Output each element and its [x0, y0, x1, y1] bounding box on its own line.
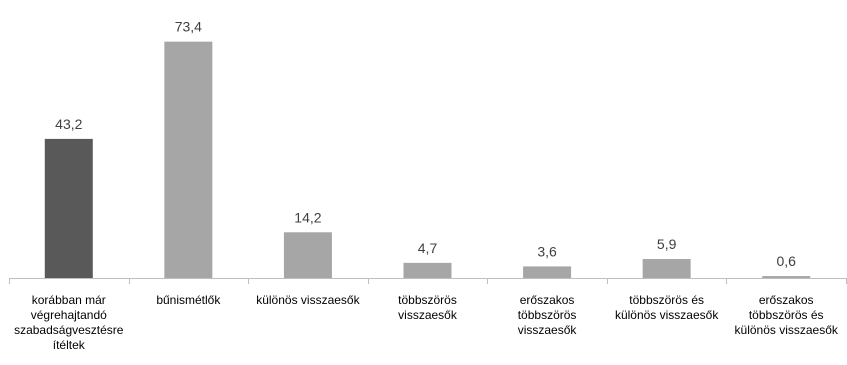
category-label-line: különös visszaesők	[735, 323, 839, 337]
category-label-line: különös visszaesők	[256, 293, 360, 307]
bar-2	[164, 41, 213, 278]
category-label-line: végrehajtandó	[31, 308, 107, 322]
category-label-line: többszörös és	[629, 293, 704, 307]
category-label-line: ítéltek	[53, 338, 86, 352]
bar-5	[523, 266, 572, 278]
category-label-2: bűnismétlők	[156, 293, 221, 307]
category-label-7: erőszakos többszörös és különös visszaesők	[735, 293, 839, 337]
category-label-line: többszörös	[398, 293, 457, 307]
data-label-2: 73,4	[175, 19, 202, 35]
category-label-line: többszörös és	[749, 308, 824, 322]
category-label-1: korábban már végrehajtandó szabadságveszté…	[14, 293, 124, 352]
bar-4	[403, 262, 452, 278]
data-label-3: 14,2	[294, 209, 321, 225]
data-label-7: 0,6	[776, 253, 796, 269]
category-label-5: erőszakos többszörös visszaesők	[518, 293, 578, 337]
category-label-line: különös visszaesők	[615, 308, 719, 322]
data-label-1: 43,2	[55, 116, 82, 132]
category-label-line: bűnismétlők	[156, 293, 221, 307]
bar-7	[762, 276, 811, 278]
category-label-line: erőszakos	[520, 293, 575, 307]
category-label-4: többszörös visszaesők	[398, 293, 458, 322]
data-label-4: 4,7	[418, 240, 438, 256]
category-label-line: korábban már	[32, 293, 106, 307]
data-label-6: 5,9	[657, 236, 677, 252]
category-label-line: többszörös	[518, 308, 577, 322]
category-label-line: szabadságvesztésre	[14, 323, 124, 337]
category-label-3: különös visszaesők	[256, 293, 360, 307]
bar-3	[283, 232, 332, 278]
data-label-5: 3,6	[537, 243, 557, 259]
bar-6	[642, 259, 691, 278]
category-label-line: visszaesők	[398, 308, 458, 322]
category-label-line: visszaesők	[518, 323, 578, 337]
category-label-6: többszörös és különös visszaesők	[615, 293, 719, 322]
bar-1	[44, 138, 93, 278]
category-label-line: erőszakos	[759, 293, 814, 307]
